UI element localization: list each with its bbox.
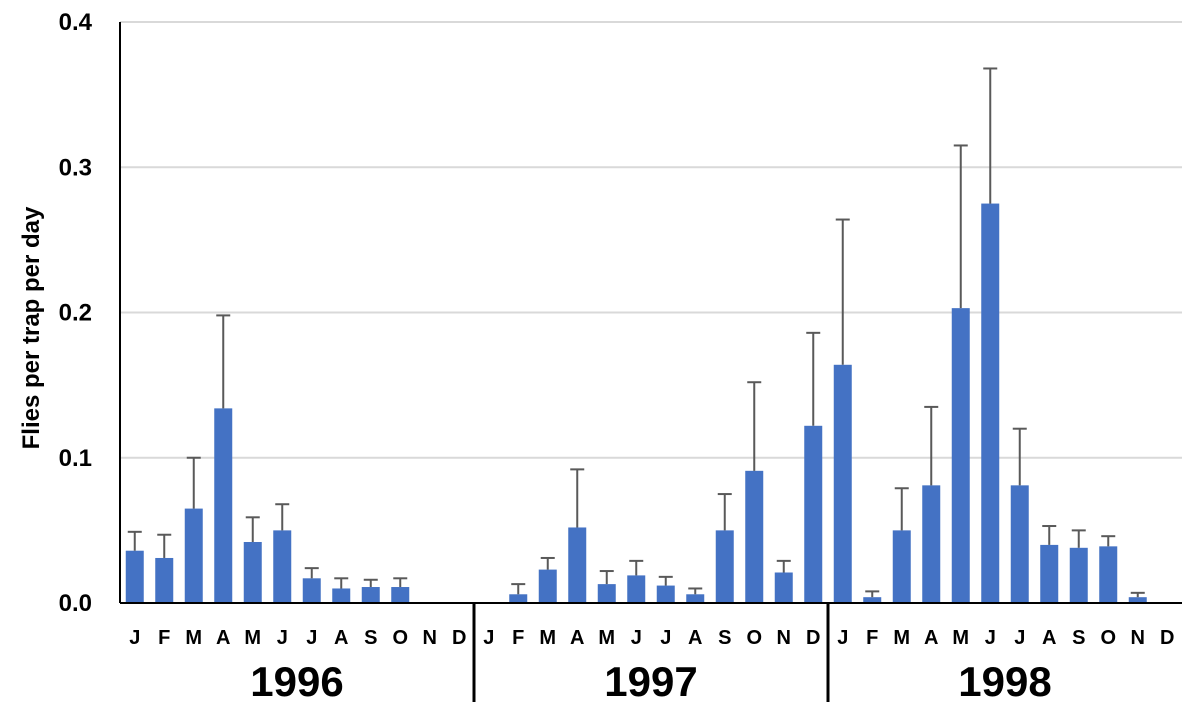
gridlines [120,21,1182,459]
x-tick-label: J [660,627,671,649]
bar [627,575,646,603]
bar [981,203,1000,603]
year-label: 1998 [958,658,1051,705]
x-tick-label: M [244,627,261,649]
bar [656,585,675,603]
bar [302,578,321,603]
x-tick-label: M [539,627,556,649]
x-tick-label: F [866,627,878,649]
x-tick-label: O [1100,627,1116,649]
x-tick-label: F [512,627,524,649]
bar [125,550,144,603]
bar [863,597,882,603]
x-tick-label: A [924,627,938,649]
bar [361,587,380,603]
bar [804,425,823,603]
bar [214,408,233,603]
bar [774,572,793,603]
x-tick-label: A [334,627,348,649]
x-tick-label: D [452,627,466,649]
x-tick-label: J [129,627,140,649]
y-axis-ticks: 0.0 0.1 0.2 0.3 0.4 [59,9,93,617]
error-bars [127,67,1145,598]
bar [1040,544,1059,603]
bar [243,541,262,603]
bar [332,588,351,603]
x-tick-label: A [216,627,230,649]
x-tick-label: F [158,627,170,649]
x-tick-label: S [1072,627,1085,649]
bar [833,364,852,603]
bar [686,594,705,603]
x-tick-label: O [392,627,408,649]
x-tick-label: S [718,627,731,649]
bar [715,530,734,603]
bar [391,587,410,603]
bar [538,569,557,603]
bar [892,530,911,603]
bar [597,584,616,603]
y-tick-label: 0.2 [59,300,92,327]
year-labels: 1996 1997 1998 [250,658,1051,705]
year-label: 1997 [604,658,697,705]
bar [155,557,174,603]
y-tick-label: 0.4 [59,9,93,36]
x-tick-label: N [777,627,791,649]
year-label: 1996 [250,658,343,705]
bar [184,508,203,603]
x-tick-label: J [985,627,996,649]
bar [745,470,764,603]
x-tick-label: D [1160,627,1174,649]
x-tick-label: J [483,627,494,649]
x-tick-label: M [952,627,969,649]
y-tick-label: 0.0 [59,590,92,617]
bar [1010,485,1029,603]
bar [1069,547,1088,603]
bar [1099,546,1118,603]
x-tick-label: J [631,627,642,649]
bar [509,594,528,603]
bars [125,203,1147,603]
bar [568,527,587,603]
x-tick-label: D [806,627,820,649]
x-tick-label: M [598,627,615,649]
bar [273,530,292,603]
bar [951,308,970,603]
x-tick-label: J [277,627,288,649]
x-tick-label: M [185,627,202,649]
y-axis-title: Flies per trap per day [18,206,45,449]
x-tick-label: J [1014,627,1025,649]
x-tick-label: N [423,627,437,649]
y-tick-label: 0.3 [59,154,92,181]
x-tick-label: N [1131,627,1145,649]
bar [922,485,941,603]
bar [1128,597,1147,603]
x-tick-label: J [306,627,317,649]
x-tick-label: A [1042,627,1056,649]
x-tick-label: O [746,627,762,649]
x-tick-label: A [688,627,702,649]
x-tick-label: S [364,627,377,649]
year-separators [472,603,830,702]
x-tick-label: A [570,627,584,649]
x-tick-label: J [837,627,848,649]
x-tick-label: M [893,627,910,649]
y-tick-label: 0.1 [59,445,92,472]
